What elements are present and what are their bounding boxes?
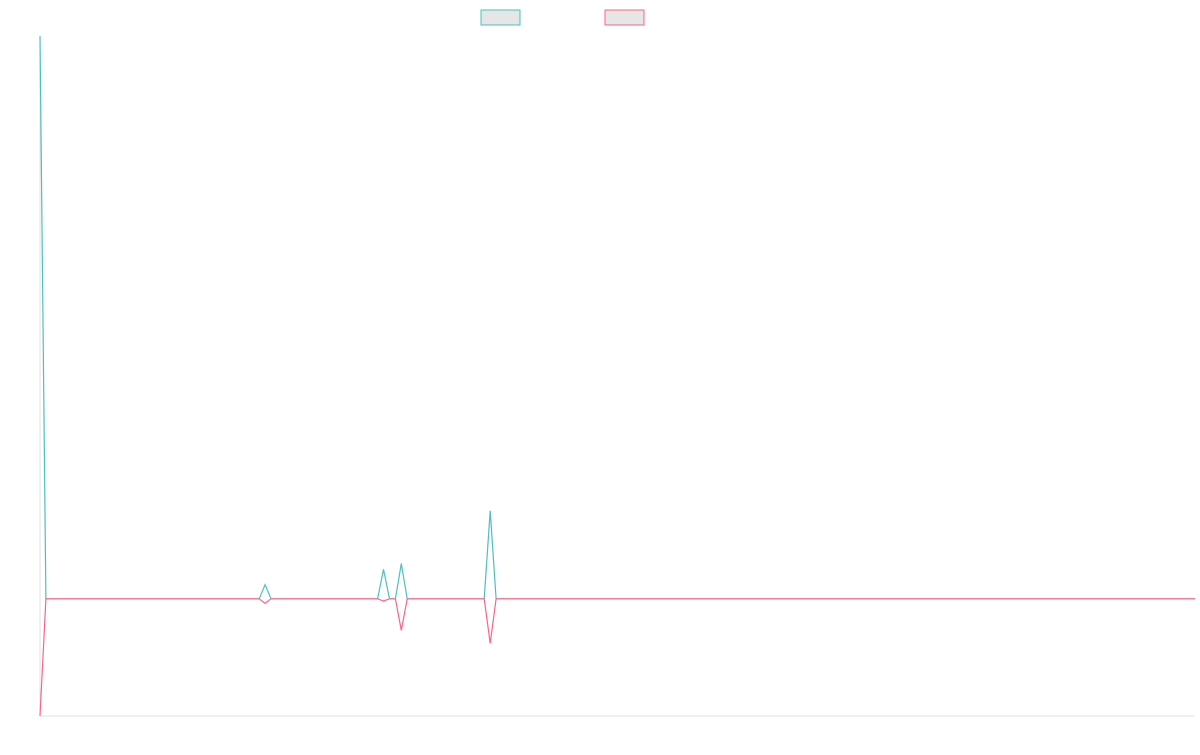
plot-area [39,35,1195,717]
series-line-1 [39,35,1195,600]
legend-swatch-1[interactable] [480,9,521,26]
series-line-2 [39,598,1195,717]
legend [480,9,645,26]
legend-swatch-2[interactable] [604,9,645,26]
